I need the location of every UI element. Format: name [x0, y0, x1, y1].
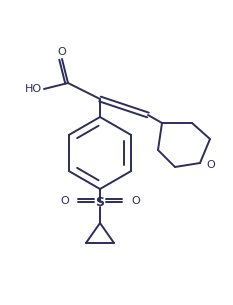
- Text: S: S: [96, 196, 104, 209]
- Text: O: O: [58, 47, 66, 57]
- Text: O: O: [206, 160, 215, 170]
- Text: O: O: [60, 196, 69, 206]
- Text: HO: HO: [25, 84, 42, 94]
- Text: O: O: [131, 196, 140, 206]
